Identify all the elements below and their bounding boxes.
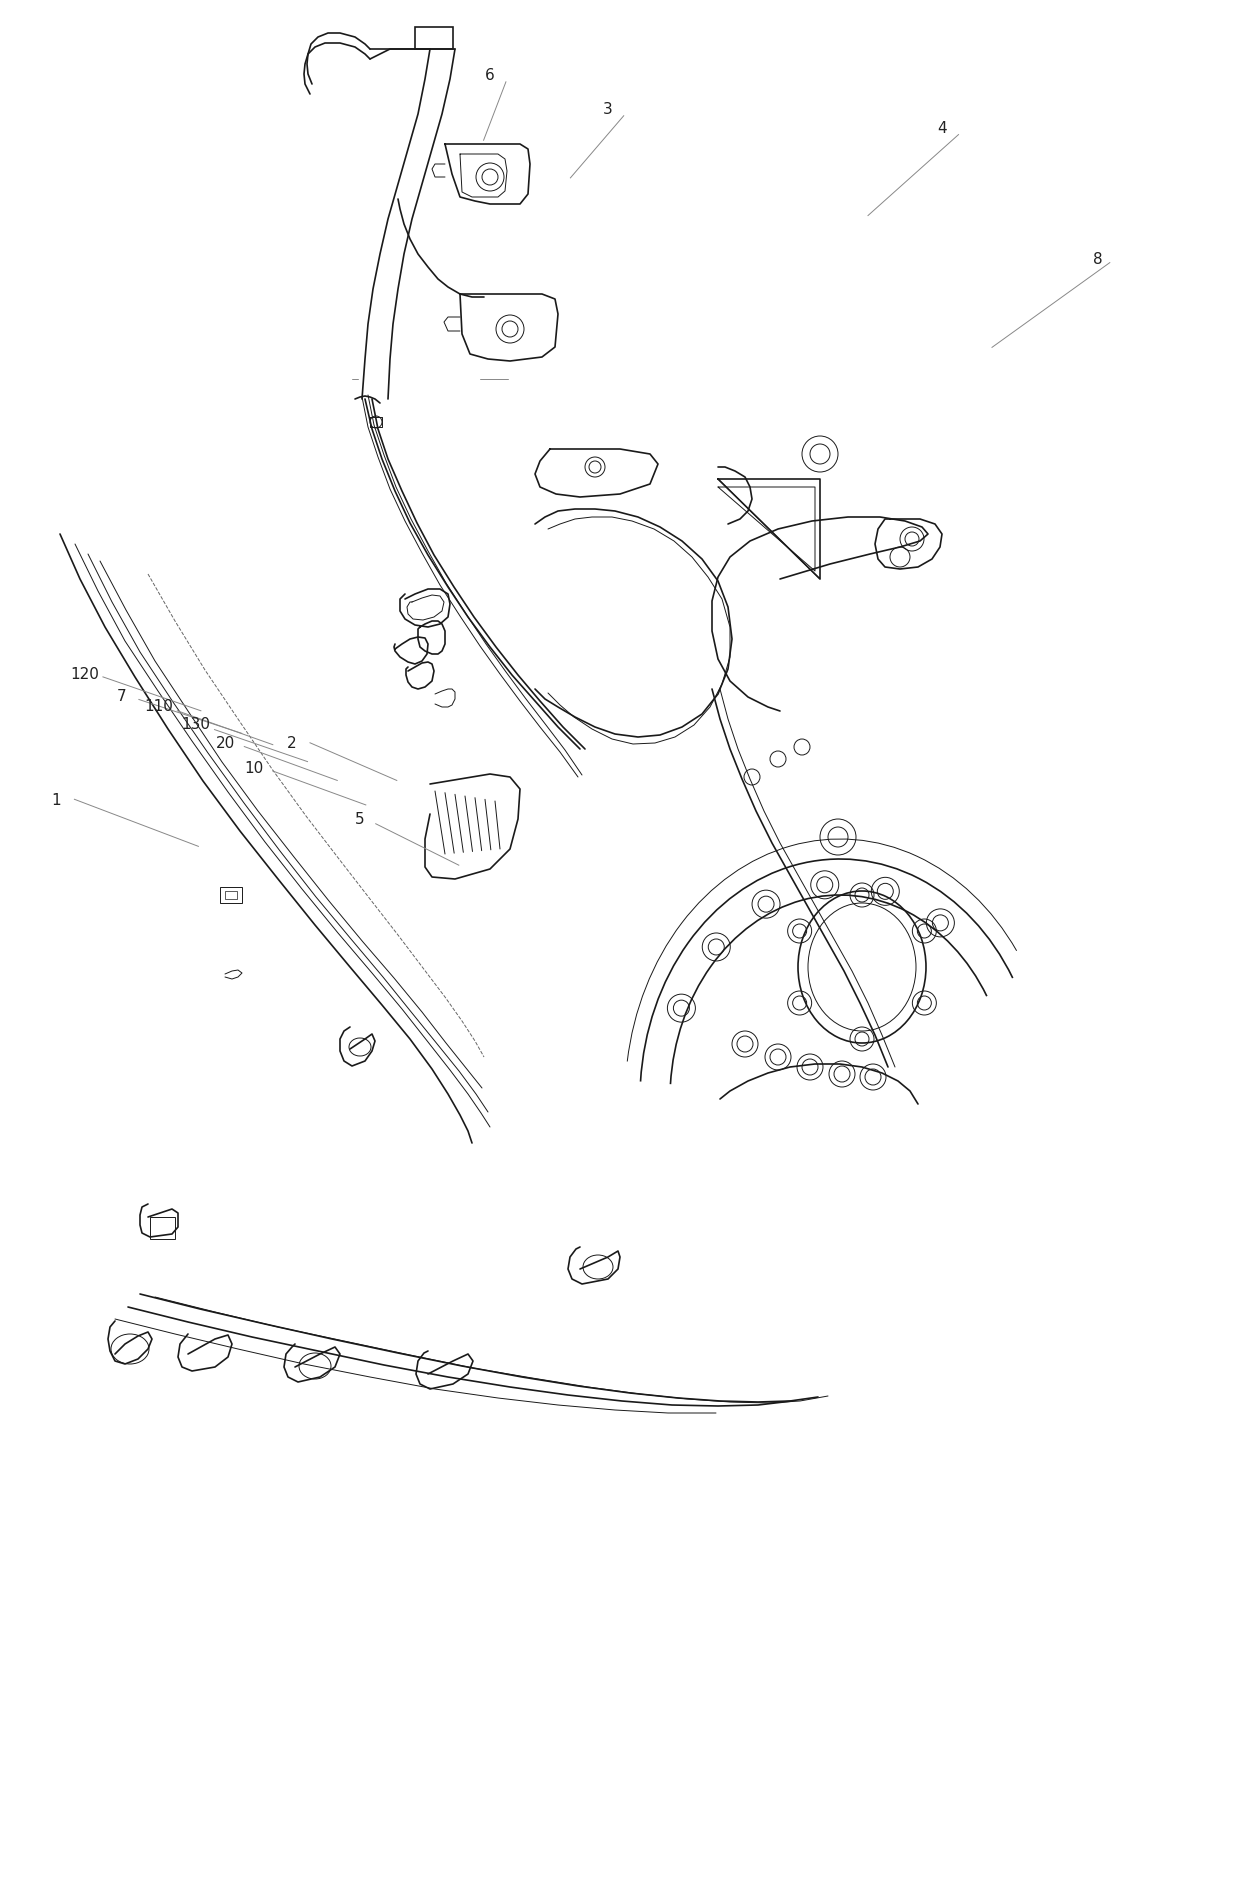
Bar	[219, 888, 242, 903]
Bar	[150, 1218, 175, 1240]
Text: 110: 110	[144, 698, 174, 713]
Text: 5: 5	[355, 811, 365, 826]
Text: 2: 2	[286, 736, 296, 751]
Text: 20: 20	[216, 736, 236, 751]
Text: 8: 8	[1092, 252, 1102, 267]
Text: 7: 7	[117, 689, 126, 704]
Text: 6: 6	[485, 68, 495, 83]
Text: 3: 3	[603, 102, 613, 117]
Text: 10: 10	[244, 760, 264, 775]
Text: 120: 120	[69, 666, 99, 681]
Text: 4: 4	[937, 120, 947, 136]
Text: 130: 130	[181, 717, 211, 732]
Text: 1: 1	[51, 792, 61, 807]
Bar	[224, 892, 237, 900]
Bar	[415, 28, 453, 51]
